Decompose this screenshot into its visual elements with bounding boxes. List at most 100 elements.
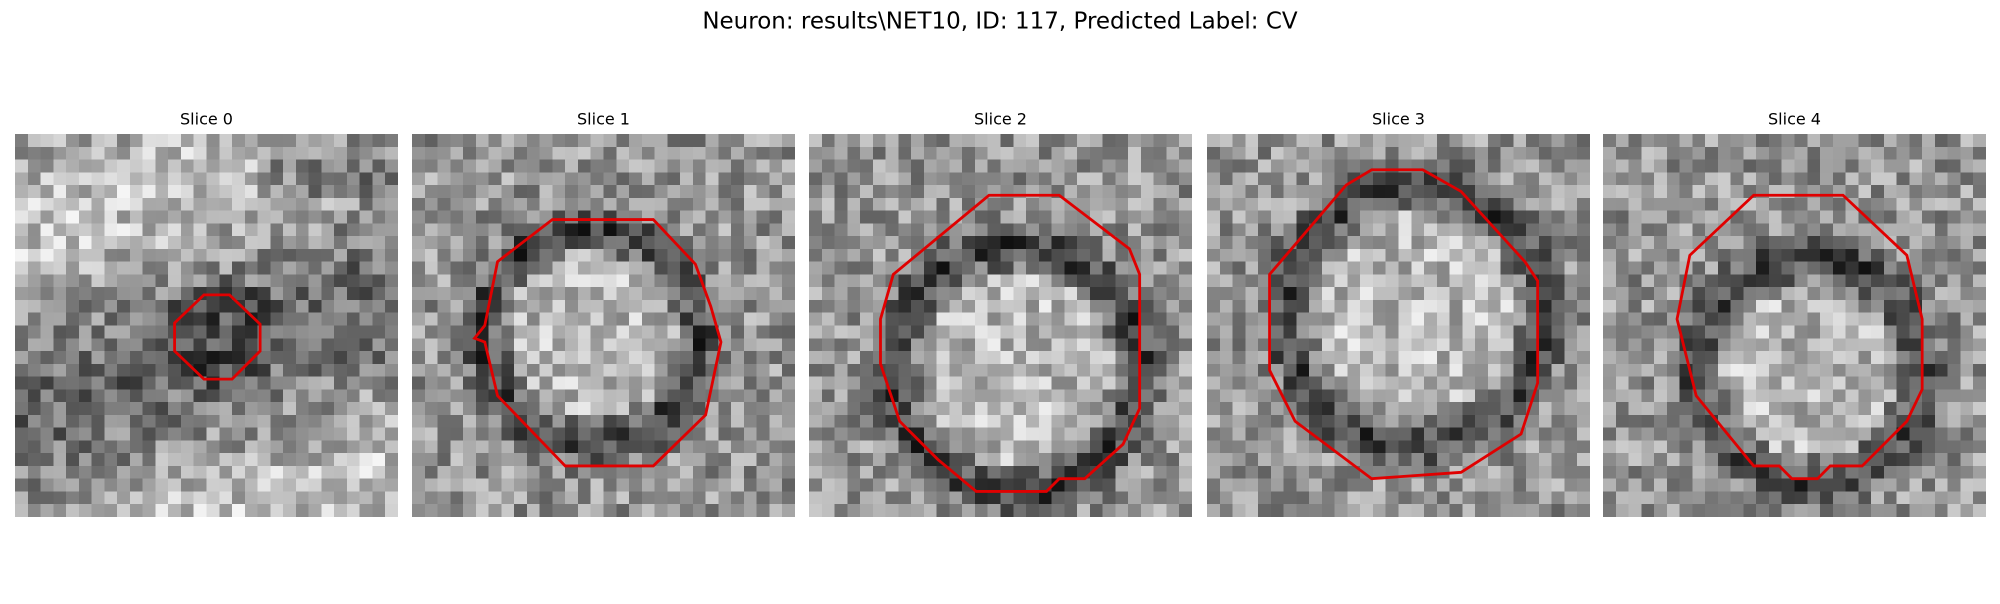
pixel [577, 440, 592, 454]
pixel [1232, 146, 1246, 160]
pixel [321, 197, 335, 211]
pixel [1947, 351, 1961, 365]
pixel [603, 427, 617, 441]
pixel [104, 236, 118, 250]
pixel [437, 491, 451, 505]
pixel [1909, 312, 1923, 326]
pixel [1321, 402, 1336, 416]
pixel [1615, 440, 1629, 454]
pixel [821, 197, 835, 211]
pixel [1845, 236, 1859, 250]
pixel [1436, 312, 1450, 326]
pixel [962, 414, 976, 429]
pixel [1385, 453, 1399, 467]
pixel [1309, 453, 1323, 467]
pixel [1513, 287, 1527, 301]
pixel [629, 376, 643, 390]
pixel [923, 504, 938, 517]
pixel [667, 504, 681, 517]
pixel [1692, 351, 1706, 365]
pixel [743, 325, 758, 339]
pixel [463, 414, 477, 429]
pixel [1334, 389, 1348, 403]
pixel [244, 248, 258, 263]
pixel [232, 427, 246, 441]
pixel [1038, 491, 1052, 505]
pixel [1372, 248, 1387, 263]
pixel [244, 210, 258, 224]
pixel [1245, 236, 1259, 250]
pixel [1102, 504, 1116, 517]
pixel [1768, 236, 1783, 250]
pixel [526, 146, 541, 160]
pixel [475, 146, 489, 160]
pixel [1756, 453, 1770, 467]
pixel [1436, 236, 1450, 250]
pixel [1807, 376, 1821, 390]
pixel [1258, 274, 1272, 288]
pixel [1424, 491, 1438, 505]
pixel [1743, 172, 1757, 186]
pixel [1372, 427, 1387, 441]
pixel [1411, 146, 1425, 160]
pixel [1922, 389, 1936, 403]
pixel [346, 414, 361, 429]
pixel [1077, 504, 1091, 517]
pixel [1768, 134, 1783, 148]
pixel [1038, 363, 1052, 377]
pixel [962, 376, 976, 390]
pixel [1436, 351, 1450, 365]
pixel [1641, 325, 1655, 339]
pixel [1794, 197, 1808, 211]
pixel [1321, 172, 1336, 186]
pixel [206, 325, 220, 339]
pixel [1347, 363, 1361, 377]
pixel [206, 248, 220, 263]
pixel [53, 491, 67, 505]
pixel [603, 146, 617, 160]
pixel [743, 440, 758, 454]
pixel [1794, 363, 1808, 377]
pixel [27, 312, 41, 326]
pixel [898, 287, 912, 301]
pixel [667, 325, 681, 339]
pixel [193, 402, 207, 416]
pixel [692, 185, 707, 199]
pixel [987, 325, 1001, 339]
pixel [104, 248, 118, 263]
pixel [1603, 363, 1617, 377]
pixel [1038, 146, 1052, 160]
pixel [629, 478, 643, 492]
pixel [1153, 185, 1167, 199]
pixel [321, 185, 335, 199]
pixel [219, 146, 233, 160]
pixel [680, 440, 694, 454]
pixel [1603, 351, 1617, 365]
pixel [1179, 440, 1192, 454]
pixel [1051, 223, 1065, 237]
pixel [974, 414, 989, 429]
pixel [1321, 236, 1336, 250]
pixel [1845, 363, 1859, 377]
pixel [885, 504, 899, 517]
pixel [1628, 427, 1642, 441]
pixel [1026, 504, 1040, 517]
pixel [1424, 299, 1438, 314]
pixel [308, 261, 322, 275]
pixel [40, 440, 54, 454]
pixel [629, 299, 643, 314]
pixel [1013, 261, 1027, 275]
pixel [219, 197, 233, 211]
pixel [1794, 389, 1808, 403]
pixel [1692, 491, 1706, 505]
pixel [692, 287, 707, 301]
pixel [270, 465, 284, 480]
pixel [1960, 223, 1974, 237]
pixel [809, 146, 823, 160]
pixel [1666, 287, 1680, 301]
pixel [1153, 236, 1167, 250]
pixel [53, 223, 67, 237]
pixel [1526, 210, 1540, 224]
pixel [514, 376, 528, 390]
pixel [180, 210, 195, 224]
